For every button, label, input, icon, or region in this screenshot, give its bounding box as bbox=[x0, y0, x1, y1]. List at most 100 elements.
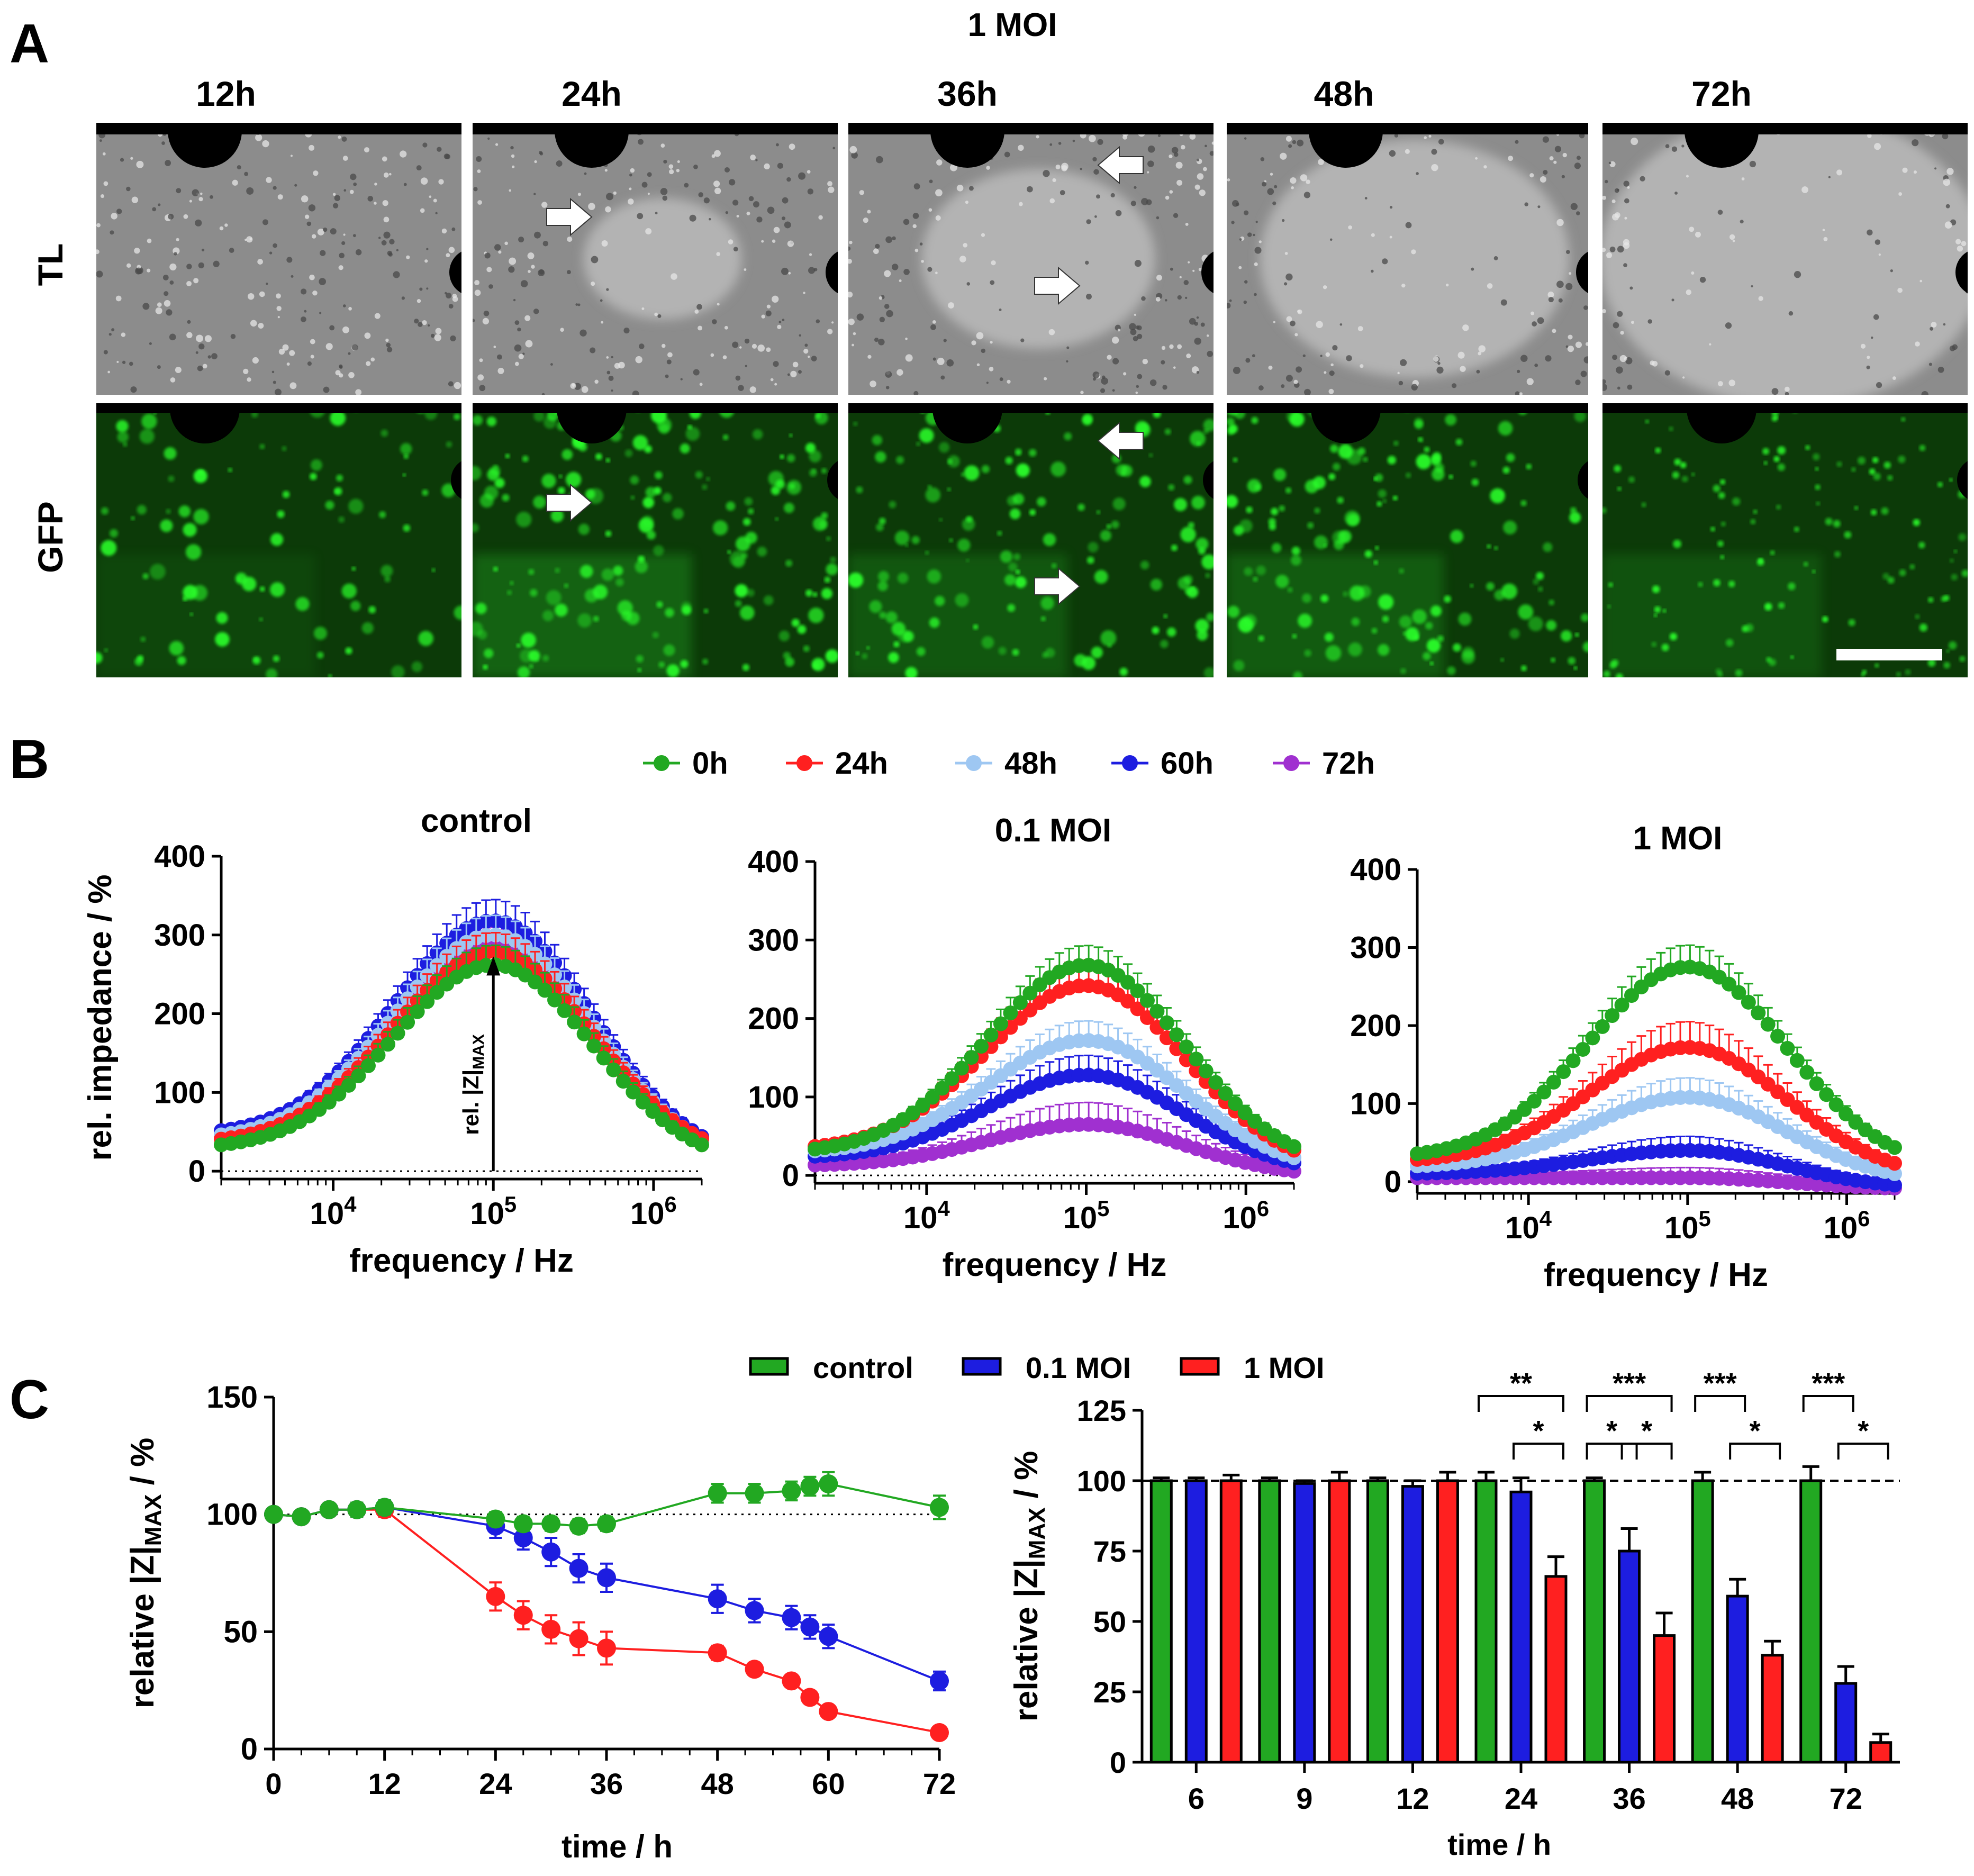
x-tick-label: 24 bbox=[479, 1767, 512, 1800]
cell bbox=[329, 325, 335, 331]
gfp-cell bbox=[1000, 550, 1013, 563]
cell bbox=[1162, 385, 1167, 390]
cell bbox=[577, 303, 581, 306]
cell bbox=[629, 173, 632, 177]
cell bbox=[807, 170, 811, 174]
gfp-cell bbox=[1813, 453, 1820, 460]
data-point bbox=[615, 1074, 631, 1089]
cell bbox=[1500, 299, 1507, 306]
cell bbox=[207, 355, 211, 359]
micrograph-content bbox=[96, 123, 461, 395]
gfp-cell bbox=[400, 443, 412, 455]
gfp-cell bbox=[1720, 555, 1725, 559]
gfp-cell bbox=[1881, 507, 1889, 515]
cell bbox=[927, 267, 932, 272]
cell bbox=[1231, 221, 1235, 224]
cell bbox=[348, 306, 352, 311]
cell bbox=[111, 213, 117, 220]
cell bbox=[775, 143, 779, 147]
gfp-cell bbox=[1617, 486, 1622, 491]
gfp-cell bbox=[403, 454, 409, 459]
gfp-cell bbox=[334, 489, 339, 494]
gfp-cell bbox=[1412, 609, 1427, 624]
data-point bbox=[819, 1474, 838, 1494]
cell bbox=[169, 333, 176, 341]
cell bbox=[351, 344, 358, 351]
cell bbox=[1574, 162, 1581, 169]
gfp-cell bbox=[1405, 472, 1411, 478]
cell bbox=[247, 293, 255, 300]
x-tick-label: 24 bbox=[1505, 1782, 1537, 1815]
cell bbox=[1020, 338, 1025, 342]
cell bbox=[1531, 311, 1535, 315]
frame-bar bbox=[1227, 123, 1588, 134]
cell bbox=[1943, 323, 1946, 326]
gfp-cell bbox=[1160, 640, 1169, 648]
cell bbox=[892, 236, 896, 241]
gfp-cell bbox=[894, 530, 910, 546]
data-point bbox=[1565, 1053, 1581, 1068]
cell bbox=[590, 347, 596, 354]
cell bbox=[504, 241, 508, 246]
y-tick-label: 400 bbox=[154, 839, 205, 874]
cell bbox=[1460, 366, 1466, 372]
cell bbox=[1329, 370, 1335, 376]
bar bbox=[1149, 1479, 1173, 1764]
cell bbox=[1921, 391, 1928, 395]
gfp-cell bbox=[927, 485, 932, 490]
cell bbox=[1252, 354, 1255, 358]
gfp-cell bbox=[642, 496, 655, 509]
cell bbox=[1112, 358, 1119, 365]
cell bbox=[905, 337, 908, 340]
cell bbox=[1411, 249, 1416, 255]
gfp-cell bbox=[1899, 569, 1906, 576]
cell bbox=[1328, 388, 1334, 394]
gfp-cell bbox=[1378, 644, 1390, 656]
cell bbox=[166, 309, 173, 316]
cell bbox=[848, 318, 855, 325]
gfp-cell bbox=[493, 566, 499, 572]
tick-label: 106 bbox=[1824, 1206, 1870, 1245]
gfp-cell bbox=[826, 536, 831, 541]
cell bbox=[158, 203, 161, 206]
cell bbox=[560, 328, 564, 332]
cell bbox=[635, 356, 642, 364]
x-tick-label: 72 bbox=[923, 1767, 956, 1800]
gfp-cell bbox=[1191, 495, 1205, 510]
cell bbox=[1682, 376, 1685, 379]
gfp-cell bbox=[1373, 477, 1378, 481]
gfp-micrograph bbox=[848, 403, 1214, 677]
cell bbox=[798, 172, 806, 180]
cell bbox=[1185, 222, 1189, 226]
panel-c-legend: control 0.1 MOI 1 MOI bbox=[749, 1351, 1324, 1384]
tick-base: 10 bbox=[1824, 1211, 1858, 1245]
tick-base: 10 bbox=[1223, 1201, 1257, 1235]
cell bbox=[1290, 320, 1296, 327]
cell bbox=[186, 264, 192, 269]
gfp-cell bbox=[812, 592, 818, 597]
cell bbox=[976, 363, 980, 367]
gfp-cell bbox=[1825, 518, 1833, 525]
gfp-cell bbox=[137, 505, 147, 515]
cell bbox=[1717, 210, 1723, 215]
cell bbox=[198, 197, 203, 202]
gfp-cell bbox=[916, 647, 926, 656]
electrode bbox=[1957, 461, 1968, 499]
cell bbox=[211, 353, 218, 360]
gfp-cell bbox=[1426, 638, 1441, 653]
cell bbox=[103, 181, 108, 186]
gfp-cell bbox=[1848, 619, 1855, 627]
gfp-cell bbox=[1016, 463, 1030, 477]
gfp-cell bbox=[888, 652, 899, 663]
significance-label: * bbox=[1750, 1415, 1761, 1447]
bar bbox=[1544, 1575, 1568, 1764]
gfp-cell bbox=[1803, 561, 1808, 567]
gfp-cell bbox=[947, 487, 951, 492]
cell bbox=[514, 344, 522, 352]
gfp-cell bbox=[123, 442, 128, 447]
cell bbox=[366, 361, 371, 366]
cell bbox=[803, 292, 805, 294]
data-point bbox=[292, 1507, 311, 1527]
cell bbox=[577, 193, 581, 196]
data-point bbox=[930, 1498, 949, 1517]
